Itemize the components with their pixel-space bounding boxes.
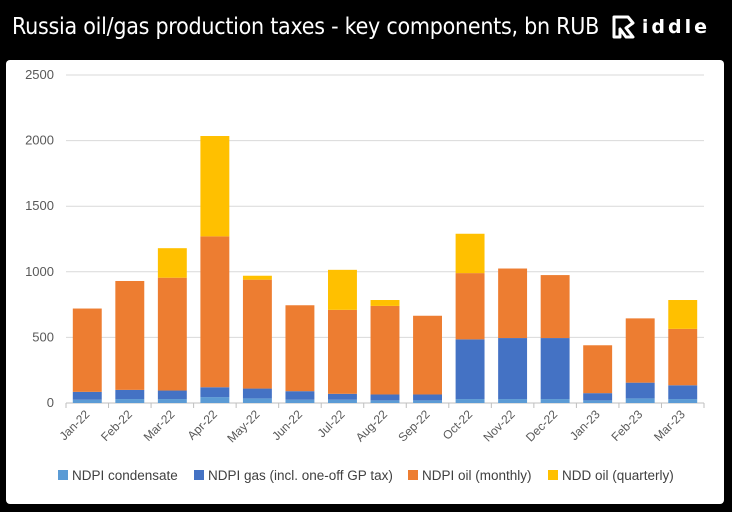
- x-tick-label: Mar-23: [651, 407, 688, 444]
- bar-segment: [413, 394, 442, 401]
- bar-segment: [498, 268, 528, 339]
- bar-segment: [157, 399, 187, 403]
- bar-segment: [200, 397, 230, 403]
- bar-segment: [328, 393, 357, 400]
- bar-segment: [242, 279, 272, 389]
- bar-segment: [455, 273, 485, 340]
- bar-segment: [285, 391, 315, 400]
- bar-segment: [583, 345, 613, 394]
- bar-segment: [498, 399, 528, 403]
- bar-segment: [668, 328, 698, 386]
- bar-segment: [200, 236, 230, 388]
- legend-label: NDD oil (quarterly): [562, 468, 674, 483]
- x-tick-label: Jul-22: [315, 407, 348, 440]
- legend-label: NDPI gas (incl. one-off GP tax): [208, 468, 393, 483]
- bar-segment: [328, 309, 357, 394]
- bar-segment: [668, 385, 698, 400]
- legend-swatch: [408, 470, 418, 480]
- x-tick-label: Apr-22: [185, 407, 221, 443]
- y-tick-label: 500: [32, 329, 54, 344]
- chart-panel: 0 500 1000 1500 2000 2500 Jan-22 Feb-22 Mar-22 A…: [6, 60, 724, 504]
- bar-segment: [242, 388, 272, 399]
- bar-segment: [370, 305, 400, 395]
- bar-segment: [157, 277, 187, 391]
- bar-segment: [328, 269, 357, 310]
- bar-segment: [540, 399, 570, 403]
- bar-segment: [625, 318, 655, 383]
- bar-segment: [242, 398, 272, 403]
- bar-segment: [455, 399, 485, 403]
- riddle-logo-icon: [612, 15, 635, 39]
- bar-segment: [115, 389, 145, 400]
- bar-segment: [72, 308, 102, 392]
- bar-segment: [157, 390, 187, 400]
- y-tick-label: 1500: [25, 198, 54, 213]
- legend: NDPI condensate NDPI gas (incl. one-off G…: [58, 468, 674, 483]
- y-tick-label: 1000: [25, 264, 54, 279]
- legend-swatch: [58, 470, 68, 480]
- bar-segment: [370, 300, 400, 306]
- bar-segment: [72, 391, 102, 400]
- bar-segment: [455, 233, 485, 274]
- bar-segment: [200, 136, 230, 237]
- x-tick-label: Mar-22: [141, 407, 178, 444]
- bar-segment: [540, 338, 570, 400]
- brand-name: iddle: [641, 16, 710, 38]
- x-axis: Jan-22 Feb-22 Mar-22 Apr-22 May-22 Jun-22 Jul-…: [57, 403, 705, 445]
- bar-segment: [668, 300, 698, 329]
- bar-segment: [668, 399, 698, 403]
- x-tick-label: Sep-22: [395, 407, 432, 444]
- x-tick-label: Feb-22: [98, 407, 135, 444]
- bar-segment: [328, 399, 357, 403]
- y-tick-label: 2000: [25, 133, 54, 148]
- legend-label: NDPI oil (monthly): [422, 468, 532, 483]
- x-tick-label: Aug-22: [353, 407, 390, 444]
- bar-segment: [625, 398, 655, 403]
- bar-segment: [370, 400, 400, 403]
- bar-segment: [583, 393, 613, 401]
- y-axis: 0 500 1000 1500 2000 2500: [25, 67, 54, 410]
- bar-segment: [285, 399, 315, 403]
- bar-segment: [72, 399, 102, 403]
- x-tick-label: May-22: [224, 407, 262, 445]
- bar-segment: [115, 399, 145, 403]
- legend-swatch: [194, 470, 204, 480]
- brand-logo: iddle: [610, 14, 710, 40]
- x-tick-label: Dec-22: [523, 407, 560, 444]
- x-tick-label: Jan-23: [567, 407, 603, 443]
- y-tick-label: 0: [47, 395, 54, 410]
- bar-segment: [413, 315, 442, 395]
- bar-segment: [498, 338, 528, 400]
- bar-segment: [285, 305, 315, 392]
- legend-swatch: [548, 470, 558, 480]
- bar-segment: [583, 400, 613, 403]
- bar-segment: [157, 248, 187, 278]
- x-tick-label: Nov-22: [480, 407, 517, 444]
- chart-title: Russia oil/gas production taxes - key co…: [12, 14, 600, 40]
- bar-segment: [413, 400, 442, 403]
- bar-segment: [200, 387, 230, 398]
- bar-segment: [540, 275, 570, 339]
- bar-segment: [242, 275, 272, 280]
- bar-segment: [625, 382, 655, 399]
- x-tick-label: Feb-23: [609, 407, 646, 444]
- y-tick-label: 2500: [25, 67, 54, 82]
- x-tick-label: Jun-22: [269, 407, 305, 443]
- legend-label: NDPI condensate: [72, 468, 178, 483]
- bar-segment: [370, 394, 400, 401]
- x-tick-label: Oct-22: [440, 407, 476, 443]
- bars: [72, 136, 698, 403]
- bar-segment: [455, 339, 485, 400]
- bar-segment: [115, 280, 145, 390]
- x-tick-label: Jan-22: [57, 407, 93, 443]
